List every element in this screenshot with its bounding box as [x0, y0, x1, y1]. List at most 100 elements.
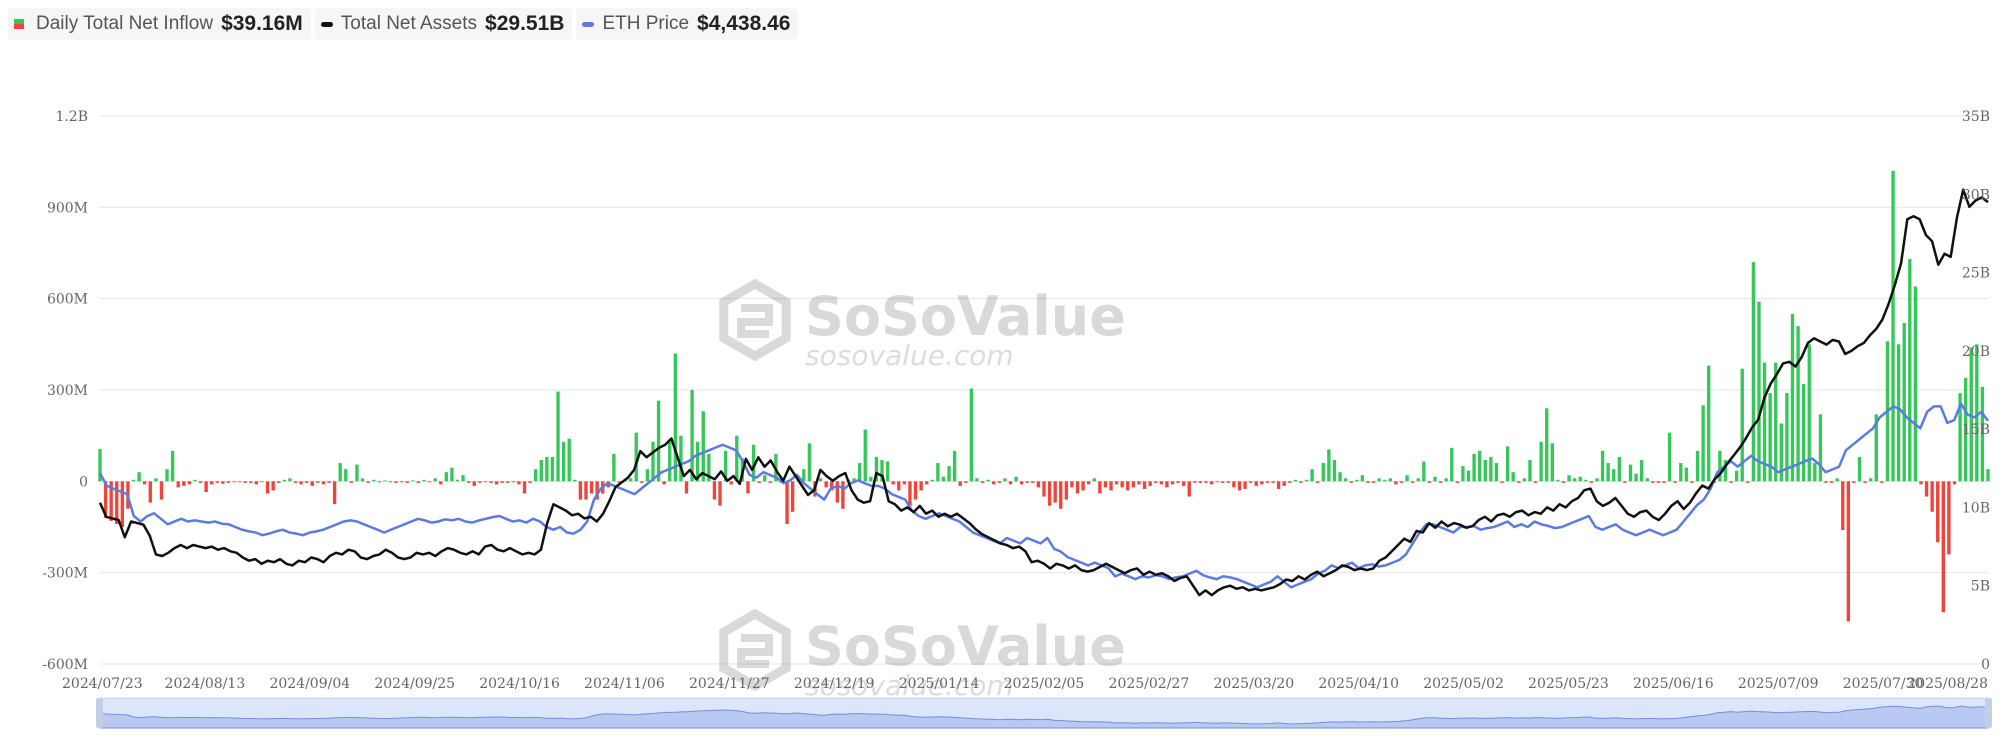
- x-tick-label: 2025/02/27: [1109, 676, 1190, 692]
- inflow-bar: [1651, 481, 1655, 483]
- inflow-bar: [1975, 344, 1979, 482]
- inflow-bar: [684, 481, 689, 494]
- inflow-bar: [1427, 481, 1432, 483]
- x-tick-label: 2025/01/14: [899, 676, 980, 692]
- inflow-bar: [1684, 467, 1689, 482]
- inflow-bar: [1902, 323, 1906, 482]
- inflow-bar: [550, 456, 555, 482]
- inflow-bar: [461, 475, 465, 482]
- x-tick-label: 2025/02/05: [1004, 676, 1085, 692]
- inflow-bar: [1371, 481, 1376, 483]
- inflow-bar: [1114, 481, 1119, 485]
- y-left-tick-label: 300M: [47, 383, 88, 399]
- legend-item-eth-price[interactable]: ETH Price $4,438.46: [576, 8, 799, 40]
- inflow-bar: [1891, 170, 1895, 482]
- inflow-bar: [634, 432, 638, 482]
- inflow-bar: [1963, 377, 1968, 482]
- inflow-bar: [120, 481, 125, 527]
- inflow-bar: [1478, 450, 1482, 482]
- inflow-bar: [221, 481, 225, 484]
- inflow-bar: [561, 441, 566, 482]
- inflow-bar: [1863, 481, 1867, 483]
- x-tick-label: 2024/11/06: [584, 676, 665, 692]
- chart-legend: Daily Total Net Inflow $39.16M Total Net…: [8, 8, 802, 40]
- inflow-bar: [908, 481, 912, 506]
- inflow-bar: [165, 469, 169, 482]
- range-navigator[interactable]: [96, 697, 1992, 729]
- inflow-bar: [405, 481, 409, 483]
- inflow-bar: [969, 388, 974, 482]
- inflow-bar: [249, 481, 253, 483]
- inflow-bar: [254, 481, 259, 485]
- inflow-bar: [210, 481, 214, 485]
- inflow-bar: [1120, 481, 1124, 488]
- inflow-bar: [433, 478, 437, 482]
- inflow-bar: [215, 481, 219, 483]
- net-assets-swatch-icon: [320, 21, 333, 27]
- inflow-bar: [416, 481, 421, 483]
- inflow-bar: [723, 450, 728, 482]
- inflow-bar: [1857, 456, 1862, 482]
- x-tick-label: 2025/05/02: [1423, 676, 1504, 692]
- inflow-bar: [869, 476, 873, 482]
- inflow-bar: [707, 453, 711, 482]
- inflow-bar: [545, 456, 549, 482]
- inflow-bar: [913, 481, 918, 500]
- inflow-bar: [751, 444, 756, 482]
- inflow-bar: [1092, 478, 1096, 482]
- inflow-bar: [1047, 481, 1052, 506]
- inflow-bar: [1600, 450, 1605, 482]
- inflow-bar: [310, 481, 314, 486]
- watermark-site: sosovalue.com: [805, 339, 1014, 372]
- inflow-bar: [567, 438, 571, 482]
- inflow-bar: [1533, 481, 1538, 483]
- inflow-bar: [1667, 432, 1672, 482]
- gridlines: [100, 115, 1988, 665]
- inflow-bar: [874, 456, 879, 482]
- legend-label: Daily Total Net Inflow: [36, 13, 214, 34]
- inflow-bar: [1103, 481, 1108, 488]
- inflow-bar: [439, 481, 443, 485]
- inflow-bar: [226, 481, 231, 483]
- inflow-bar: [1947, 481, 1951, 555]
- inflow-bar: [344, 469, 348, 482]
- inflow-bar: [964, 481, 968, 483]
- inflow-bar: [1271, 481, 1275, 483]
- inflow-bar: [768, 481, 772, 483]
- inflow-bar: [1852, 481, 1856, 483]
- inflow-bar: [411, 480, 415, 482]
- inflow-bar: [1299, 481, 1303, 483]
- inflow-bar: [645, 469, 650, 482]
- x-axis: 2024/07/23 2024/08/13 2024/09/04 2024/09/25…: [62, 676, 1988, 692]
- inflow-bar: [891, 481, 895, 485]
- y-left-tick-label: -300M: [42, 566, 88, 582]
- inflow-bar: [1869, 478, 1873, 482]
- y-right-tick-label: 5B: [1971, 579, 1990, 595]
- inflow-bar: [1019, 481, 1024, 485]
- inflow-bar: [818, 478, 823, 482]
- sosovalue-logo-mark-icon: [737, 304, 773, 338]
- x-tick-label: 2025/03/20: [1213, 676, 1294, 692]
- inflow-bar: [656, 400, 661, 482]
- inflow-bar: [830, 481, 834, 491]
- inflow-bar: [1662, 481, 1666, 483]
- inflow-bar: [143, 481, 147, 485]
- inflow-bar: [399, 481, 404, 483]
- inflow-bar: [651, 441, 655, 482]
- inflow-bar: [1941, 481, 1945, 613]
- inflow-bar: [355, 464, 359, 482]
- inflow-bar: [1053, 481, 1057, 503]
- inflow-bar: [1237, 481, 1242, 491]
- y-right-tick-label: 15B: [1962, 422, 1990, 438]
- y-left-tick-label: 600M: [47, 292, 88, 308]
- inflow-bar: [131, 479, 136, 482]
- inflow-bar: [841, 481, 845, 509]
- legend-item-net-assets[interactable]: Total Net Assets $29.51B: [314, 8, 573, 40]
- inflow-bar: [305, 481, 309, 483]
- inflow-bar: [466, 481, 471, 483]
- x-tick-label: 2025/07/30: [1843, 676, 1924, 692]
- legend-item-net-inflow[interactable]: Daily Total Net Inflow $39.16M: [8, 8, 311, 40]
- inflow-bar: [1064, 481, 1069, 500]
- inflow-bar: [925, 481, 929, 485]
